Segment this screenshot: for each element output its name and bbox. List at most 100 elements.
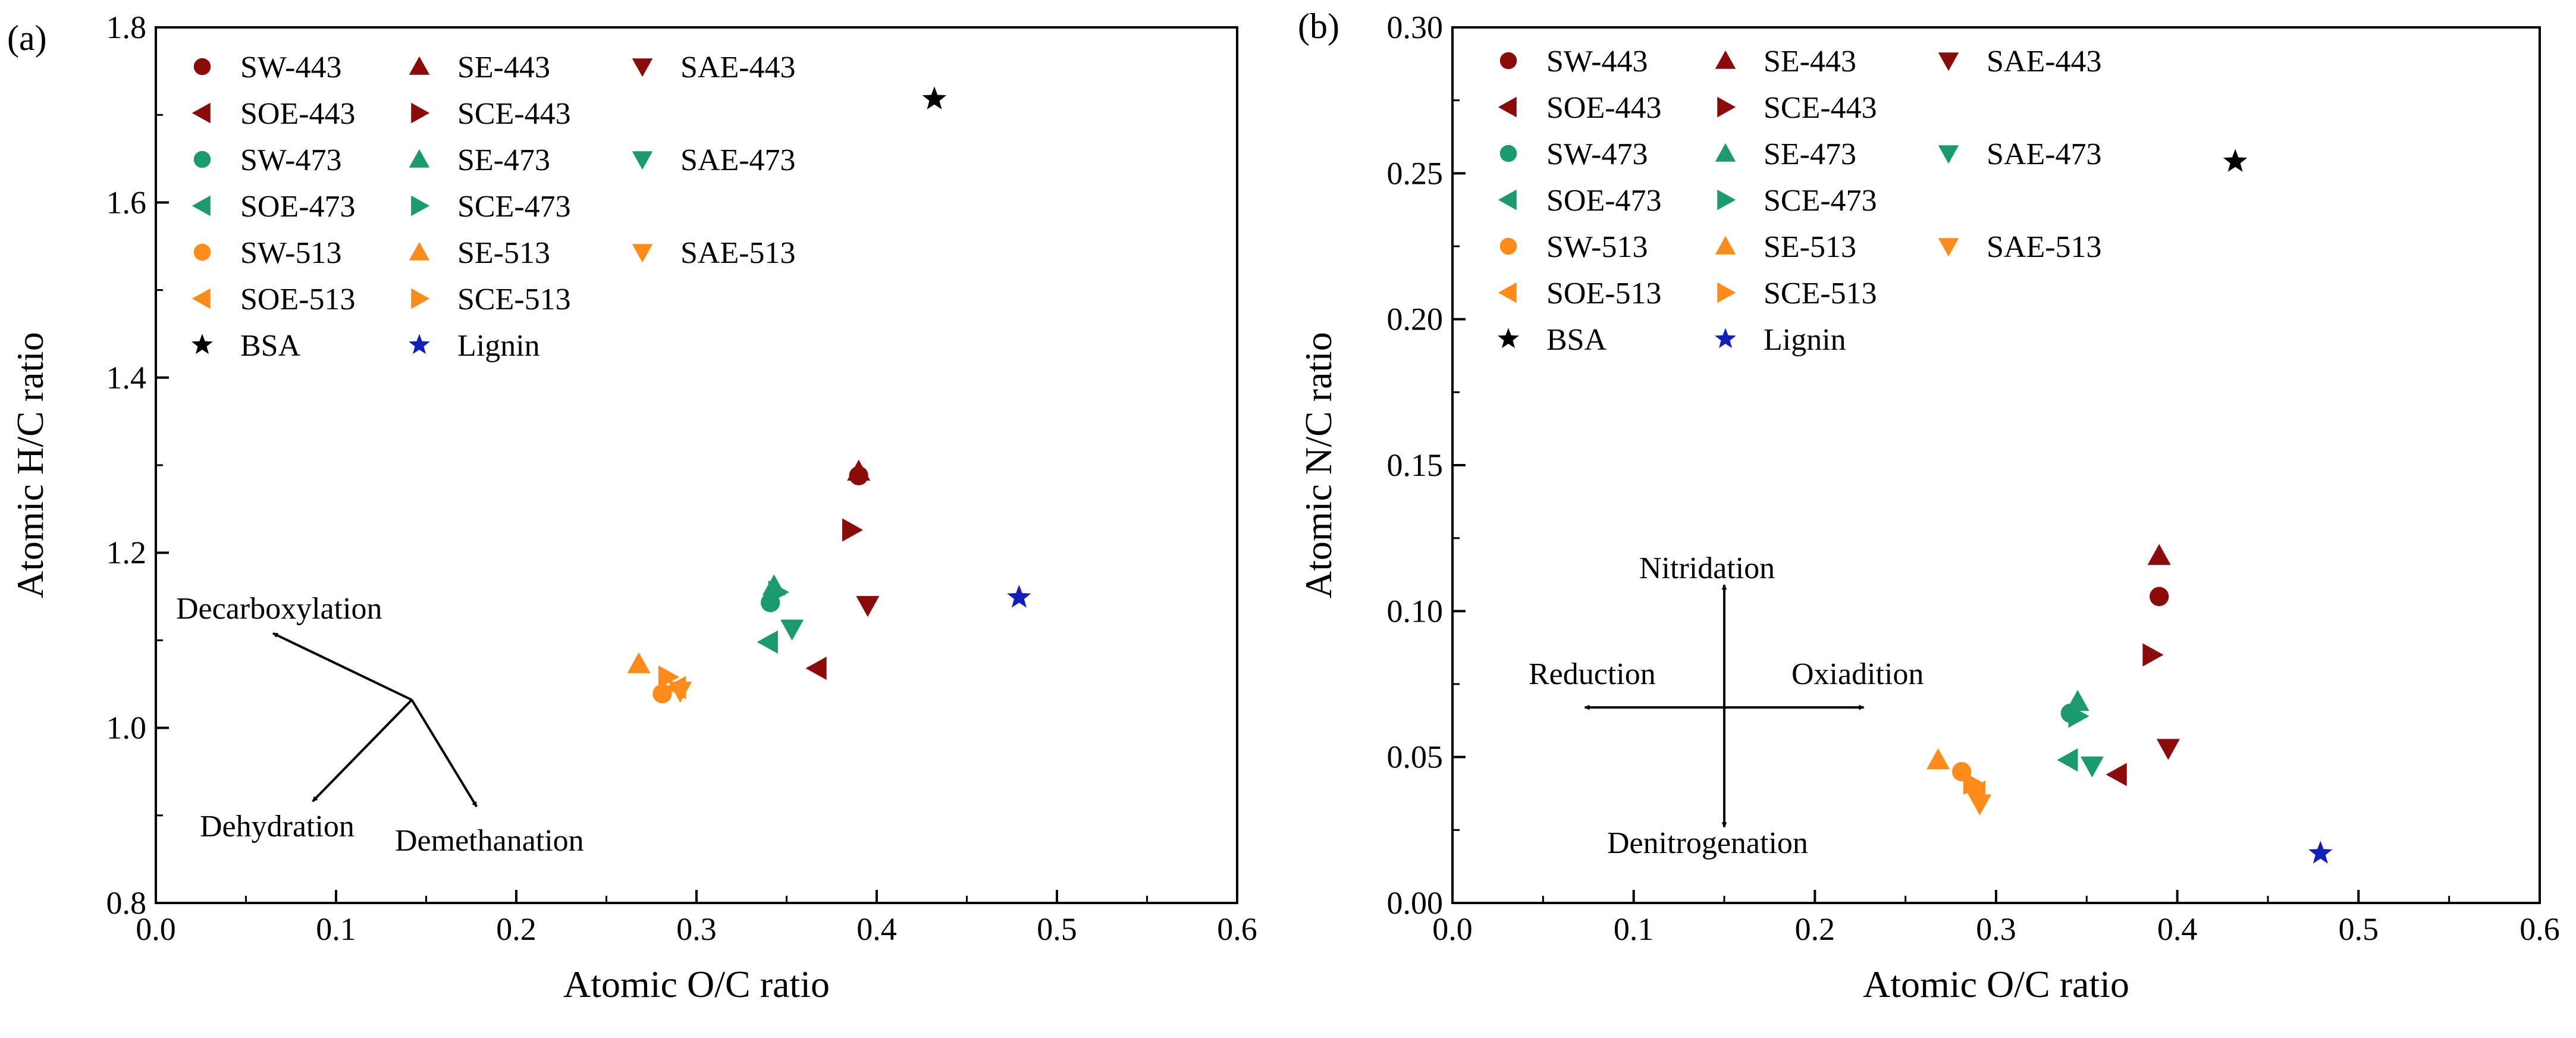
data-point: [2308, 841, 2333, 864]
x-axis-label: Atomic O/C ratio: [1863, 963, 2129, 1005]
x-tick-label: 0.6: [1217, 911, 1257, 947]
legend-marker: [192, 102, 211, 124]
data-point: [1926, 748, 1950, 770]
panel-label: (b): [1298, 7, 1339, 46]
legend-label: SW-513: [1546, 230, 1648, 264]
legend-marker: [632, 151, 653, 170]
y-tick-label: 0.20: [1387, 302, 1444, 337]
data-point: [2142, 643, 2164, 667]
legend-marker: [1715, 236, 1736, 255]
y-tick-label: 1.8: [106, 10, 147, 45]
data-point: [847, 459, 871, 481]
x-tick-label: 0.0: [136, 911, 176, 947]
legend-marker: [409, 334, 430, 355]
data-point: [2147, 544, 2171, 565]
y-tick-label: 1.4: [106, 360, 147, 396]
legend-marker: [193, 243, 211, 261]
legend-label: SE-473: [1764, 137, 1856, 171]
x-tick-label: 0.2: [496, 911, 536, 947]
annotation-arrow: [410, 699, 478, 808]
legend-marker: [1715, 328, 1736, 349]
legend-label: SCE-513: [1764, 277, 1877, 311]
x-tick-label: 0.0: [1432, 911, 1473, 947]
data-point: [627, 652, 651, 673]
legend-label: SCE-513: [457, 283, 571, 316]
x-axis-label: Atomic O/C ratio: [563, 963, 830, 1005]
data-point: [658, 665, 680, 689]
annotation-label: Oxiadition: [1791, 657, 1924, 691]
data-point: [2068, 704, 2089, 728]
y-axis-label: Atomic N/C ratio: [1297, 332, 1339, 598]
x-tick-label: 0.1: [316, 911, 356, 947]
legend-label: SOE-513: [240, 283, 356, 316]
y-tick-label: 0.15: [1387, 447, 1444, 483]
y-tick-label: 1.2: [106, 535, 147, 570]
legend-label: SOE-473: [1546, 184, 1662, 218]
legend-label: SCE-473: [1764, 184, 1877, 218]
data-point: [1968, 794, 1992, 816]
y-tick-label: 0.00: [1387, 885, 1444, 921]
data-point: [1963, 772, 1984, 795]
data-point: [780, 619, 804, 641]
data-point: [2150, 587, 2169, 606]
legend-label: SAE-513: [680, 236, 796, 270]
legend-label: SE-443: [1764, 45, 1856, 79]
x-tick-label: 0.4: [2157, 911, 2198, 947]
annotation-arrow: [312, 699, 413, 802]
y-tick-label: 1.0: [106, 710, 147, 746]
x-tick-label: 0.2: [1795, 911, 1835, 947]
legend-label: SW-443: [240, 51, 341, 84]
legend-label: SAE-473: [1987, 137, 2102, 171]
legend-marker: [1499, 145, 1517, 162]
annotation-label: Dehydration: [200, 810, 354, 843]
legend-label: SW-443: [1546, 45, 1648, 79]
data-point: [2080, 756, 2104, 777]
legend-marker: [1715, 50, 1736, 69]
panel-b: 0.0 0.1 0.2 0.3 0.4 0.5 0.6 0.00 0.05 0.10 0.15 0.2…: [1297, 7, 2560, 1005]
legend-marker: [411, 288, 430, 309]
y-tick-label: 0.8: [106, 885, 147, 921]
legend-marker: [1717, 96, 1736, 118]
y-tick-label: 0.05: [1387, 739, 1444, 775]
legend-label: SOE-473: [240, 190, 356, 224]
panel-label: (a): [7, 18, 47, 58]
legend-label: BSA: [1546, 323, 1607, 357]
legend-marker: [1717, 282, 1736, 303]
legend-marker: [632, 244, 653, 263]
y-tick-label: 0.25: [1387, 155, 1444, 191]
legend-marker: [1499, 237, 1517, 255]
data-point: [768, 580, 789, 604]
annotation-label: Decarboxylation: [176, 592, 382, 626]
legend-label: SOE-513: [1546, 277, 1662, 311]
annotation-label: Demethanation: [395, 824, 584, 858]
legend-label: SE-513: [1764, 230, 1856, 264]
data-point: [842, 518, 864, 542]
data-point: [665, 676, 686, 700]
annotation-arrow: [272, 632, 413, 701]
data-point: [2057, 748, 2078, 772]
legend-label: SCE-443: [457, 97, 571, 131]
y-tick-label: 0.30: [1387, 10, 1444, 45]
data-point: [757, 630, 778, 654]
data-point: [922, 86, 947, 109]
data-point: [856, 595, 880, 617]
y-tick-label: 1.6: [106, 184, 147, 220]
data-point: [2106, 763, 2127, 786]
legend-label: SE-443: [457, 51, 550, 84]
legend-label: SAE-443: [680, 51, 796, 84]
x-tick-label: 0.5: [2339, 911, 2379, 947]
legend-label: SE-513: [457, 236, 550, 270]
legend-marker: [193, 58, 211, 76]
legend-label: SCE-443: [1764, 91, 1877, 125]
data-point: [1007, 585, 1031, 608]
legend-marker: [1499, 52, 1517, 70]
x-tick-label: 0.5: [1037, 911, 1077, 947]
legend-marker: [409, 242, 430, 261]
legend-marker: [192, 334, 213, 355]
data-point: [2066, 689, 2089, 711]
legend-marker: [411, 102, 430, 124]
legend-marker: [1938, 52, 1959, 71]
legend-label: SAE-513: [1987, 230, 2102, 264]
annotation-label: Reduction: [1529, 657, 1656, 691]
